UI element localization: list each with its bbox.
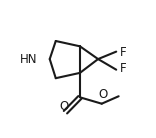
Text: O: O: [60, 100, 69, 113]
Text: HN: HN: [20, 53, 38, 66]
Text: F: F: [120, 62, 127, 75]
Text: O: O: [98, 87, 107, 100]
Text: F: F: [120, 46, 127, 59]
